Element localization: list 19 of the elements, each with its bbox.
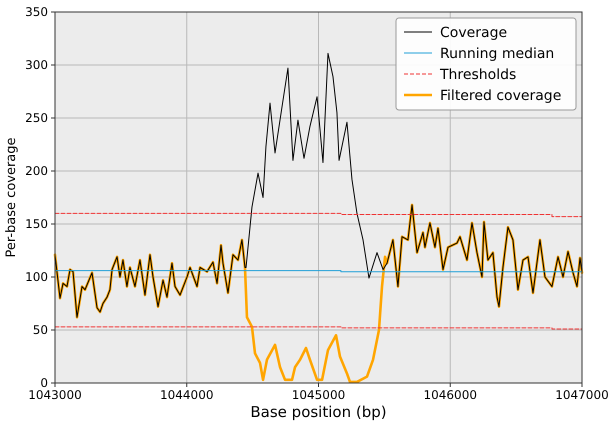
x-tick-label: 1047000 [555, 388, 609, 402]
y-tick-label: 250 [25, 111, 48, 125]
x-tick-label: 1046000 [424, 388, 477, 402]
y-tick-label: 50 [32, 323, 48, 337]
x-tick-label: 1044000 [160, 388, 214, 402]
x-axis-title: Base position (bp) [250, 403, 387, 421]
y-tick-label: 150 [25, 217, 48, 231]
x-tick-label: 1043000 [28, 388, 82, 402]
y-tick-label: 200 [25, 164, 48, 178]
y-tick-label: 0 [40, 376, 48, 390]
y-tick-label: 350 [25, 5, 48, 19]
legend-label: Filtered coverage [440, 88, 562, 104]
legend-label: Thresholds [439, 67, 516, 83]
x-tick-label: 1045000 [292, 388, 346, 402]
y-axis-title: Per-base coverage [4, 137, 19, 258]
y-tick-label: 300 [25, 58, 48, 72]
legend-label: Running median [440, 46, 554, 62]
y-tick-label: 100 [25, 270, 48, 284]
legend-label: Coverage [440, 25, 508, 41]
